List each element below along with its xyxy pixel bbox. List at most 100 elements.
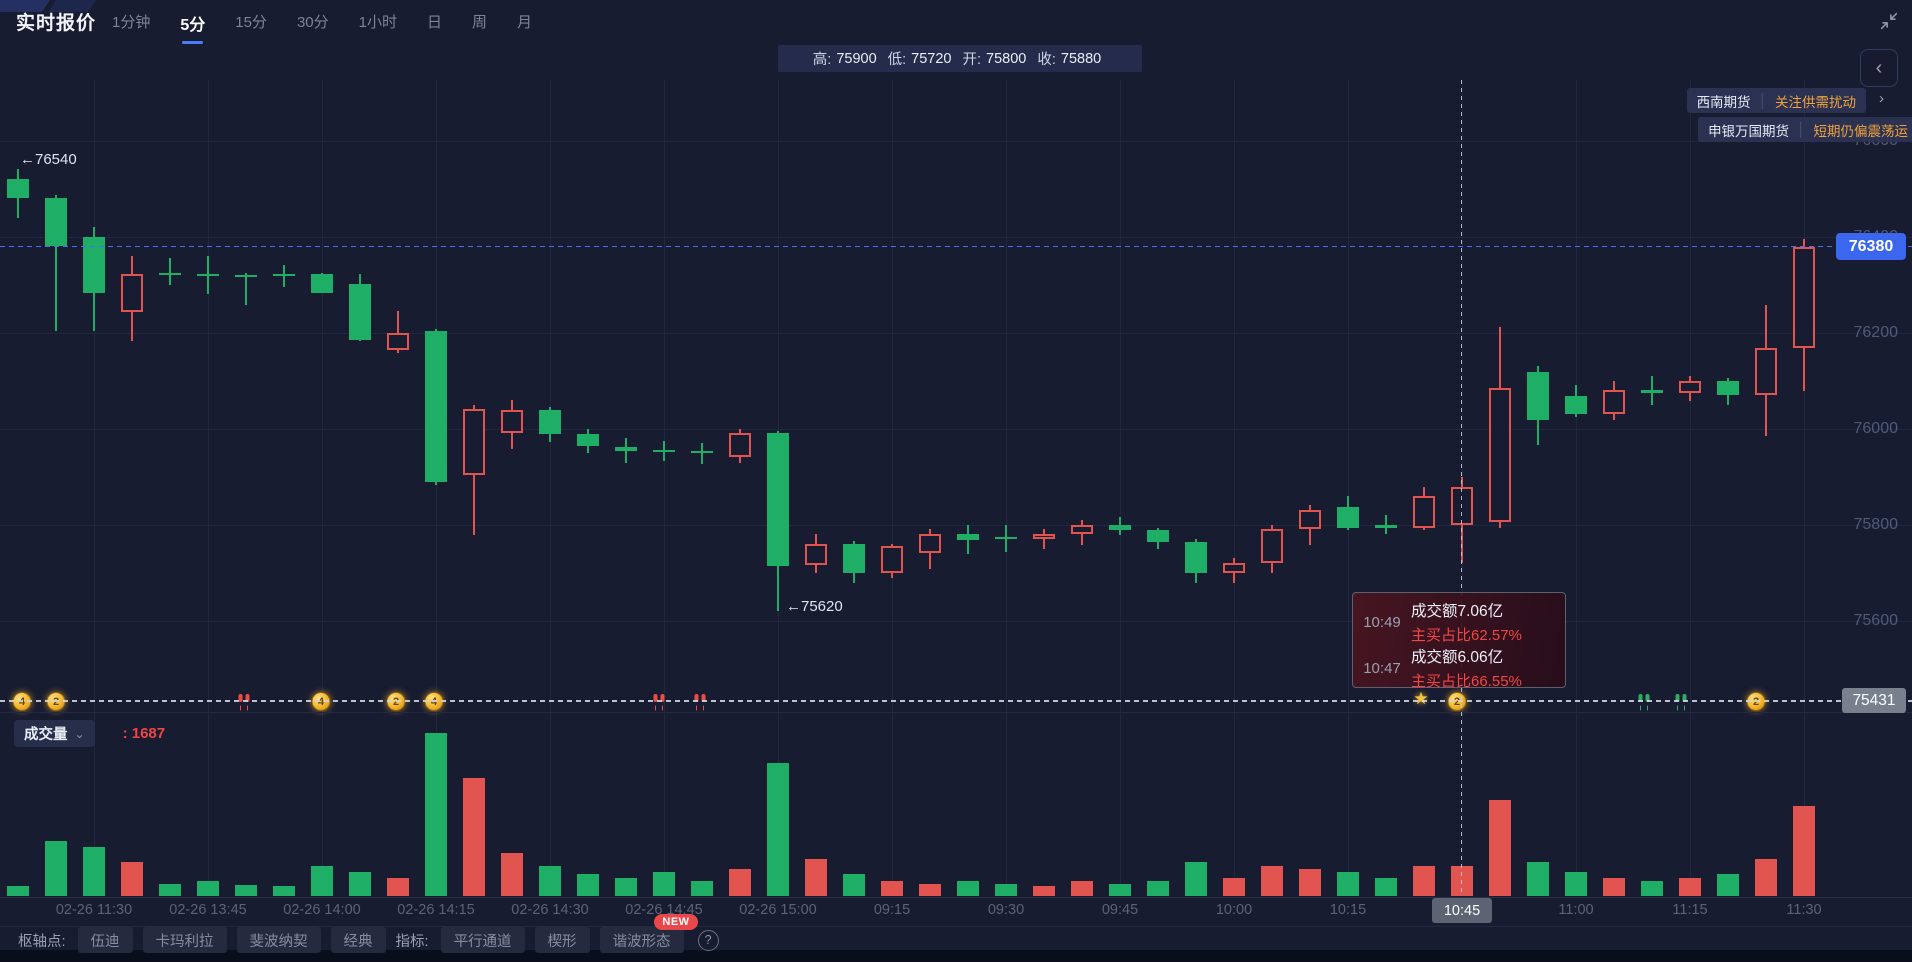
event-marker-alert-red-icon[interactable] xyxy=(653,694,665,708)
candle-body-up xyxy=(463,409,485,475)
pivot-button-camarilla[interactable]: 卡玛利拉 xyxy=(142,927,227,953)
time-axis-label: 09:45 xyxy=(1101,902,1139,918)
tab-15min[interactable]: 15分 xyxy=(235,14,267,31)
event-marker-alert-green-icon[interactable] xyxy=(1675,694,1687,708)
news-ticker-item[interactable]: 西南期货 │ 关注供需扰动 xyxy=(1686,88,1866,113)
event-marker-alert-red-icon[interactable] xyxy=(238,694,250,708)
volume-bar xyxy=(1717,874,1739,896)
tooltip-time: 10:47 xyxy=(1363,659,1401,677)
tab-week[interactable]: 周 xyxy=(471,14,487,31)
chevron-right-icon[interactable]: › xyxy=(1879,90,1884,107)
volume-bar xyxy=(1565,872,1587,896)
volume-bar xyxy=(995,884,1017,896)
candle-body-down xyxy=(235,274,257,277)
news-headline: 关注供需扰动 xyxy=(1775,94,1856,110)
volume-bar xyxy=(45,841,67,896)
candle-body-down xyxy=(1185,542,1207,573)
volume-bar xyxy=(1033,886,1055,896)
tooltip-row: 10:49 成交额7.06亿 主买占比62.57% xyxy=(1353,599,1565,645)
tooltip-turnover: 成交额7.06亿 xyxy=(1411,603,1504,620)
volume-bar xyxy=(539,866,561,896)
pivot-button-classic[interactable]: 经典 xyxy=(330,927,386,953)
time-axis-label: 02-26 11:30 xyxy=(55,902,133,918)
volume-bar xyxy=(1413,866,1435,896)
pivot-button-woodie[interactable]: 伍迪 xyxy=(77,927,133,953)
pivot-button-fibonacci[interactable]: 斐波纳契 xyxy=(236,927,321,953)
tab-1min[interactable]: 1分钟 xyxy=(112,14,151,31)
candle-body-down xyxy=(843,543,865,573)
volume-bar xyxy=(83,847,105,896)
chevron-left-icon: ‹ xyxy=(1875,56,1883,79)
candle-body-down xyxy=(539,409,561,435)
volume-bar xyxy=(1755,859,1777,896)
indicator-button-wedge[interactable]: 楔形 xyxy=(534,927,590,953)
volume-bar xyxy=(501,852,523,896)
axis-separator-bottom xyxy=(0,926,1912,927)
news-headline: 短期仍偏震荡运 xyxy=(1813,123,1909,139)
event-marker-alert-red-icon[interactable] xyxy=(694,694,706,708)
volume-bar xyxy=(387,877,409,896)
volume-bar xyxy=(7,886,29,896)
tab-1hour[interactable]: 1小时 xyxy=(358,14,397,31)
grid-line-vertical xyxy=(1690,80,1691,896)
last-price-badge: 76380 xyxy=(1836,233,1906,260)
axis-separator-top xyxy=(0,897,1912,898)
time-axis-label: 02-26 14:30 xyxy=(511,902,589,918)
tooltip-row: 10:47 成交额6.06亿 主买占比66.55% xyxy=(1353,645,1565,691)
candle-body-down xyxy=(425,330,447,483)
volume-bar xyxy=(653,872,675,896)
volume-bar xyxy=(1603,877,1625,896)
candle-body-down xyxy=(767,433,789,567)
candle-body-down xyxy=(1375,525,1397,528)
drawing-toolbar: 枢轴点: 伍迪 卡玛利拉 斐波纳契 经典 指标: 平行通道 楔形 谐波形态 NE… xyxy=(18,914,719,953)
news-divider: │ xyxy=(1758,93,1767,108)
volume-bar xyxy=(1489,799,1511,896)
volume-bar xyxy=(1185,862,1207,896)
candle-body-down xyxy=(1109,524,1131,531)
tab-day[interactable]: 日 xyxy=(426,14,442,31)
event-marker-alert-green-icon[interactable] xyxy=(1638,694,1650,708)
price-axis-label: 75800 xyxy=(1853,516,1899,533)
low-price-annotation: ←75620 xyxy=(786,598,843,615)
tab-month[interactable]: 月 xyxy=(517,14,533,31)
news-ticker-item[interactable]: 申银万国期货 │ 短期仍偏震荡运 xyxy=(1698,117,1912,142)
candle-body-down xyxy=(691,450,713,453)
candle-body-up xyxy=(881,546,903,573)
collapse-window-icon[interactable] xyxy=(1878,10,1900,32)
candle-body-up xyxy=(1755,347,1777,395)
news-source: 申银万国期货 xyxy=(1708,123,1790,139)
close-label: 收: xyxy=(1037,52,1056,68)
indicator-button-parallel-channel[interactable]: 平行通道 xyxy=(440,927,525,953)
tab-5min[interactable]: 5分 xyxy=(180,11,205,44)
tooltip-buy-ratio: 主买占比66.55% xyxy=(1411,673,1522,690)
help-icon[interactable]: ? xyxy=(697,929,719,951)
indicator-button-harmonic-label: 谐波形态 xyxy=(612,933,671,950)
pane-separator xyxy=(0,712,1912,713)
volume-indicator-dropdown[interactable]: 成交量 ⌄ xyxy=(14,720,95,747)
time-axis-label: 11:30 xyxy=(1786,902,1822,918)
candle-body-down xyxy=(197,274,219,277)
high-value: 75900 xyxy=(836,50,877,67)
time-axis-label: 11:00 xyxy=(1558,902,1594,918)
event-marker-star-icon[interactable]: ★ xyxy=(1413,689,1429,708)
volume-bar xyxy=(805,859,827,896)
candle-body-down xyxy=(615,447,637,451)
grid-line-vertical xyxy=(1120,80,1121,896)
grid-line-vertical xyxy=(1348,80,1349,896)
indicator-label: 指标: xyxy=(395,933,429,950)
volume-bar xyxy=(159,884,181,896)
volume-bar xyxy=(767,762,789,896)
panel-collapse-button[interactable]: ‹ xyxy=(1860,49,1898,87)
grid-line-vertical xyxy=(1234,80,1235,896)
candle-body-down xyxy=(45,198,67,247)
indicator-button-harmonic[interactable]: 谐波形态 NEW xyxy=(599,914,698,953)
open-value: 75800 xyxy=(986,50,1027,67)
time-axis-label: 02-26 14:00 xyxy=(283,902,361,918)
volume-bar xyxy=(1147,881,1169,896)
candle-body-up xyxy=(1413,495,1435,528)
tab-30min[interactable]: 30分 xyxy=(296,14,329,31)
open-label: 开: xyxy=(962,52,982,68)
grid-line-vertical xyxy=(1576,80,1577,896)
candle-body-up xyxy=(805,543,827,566)
